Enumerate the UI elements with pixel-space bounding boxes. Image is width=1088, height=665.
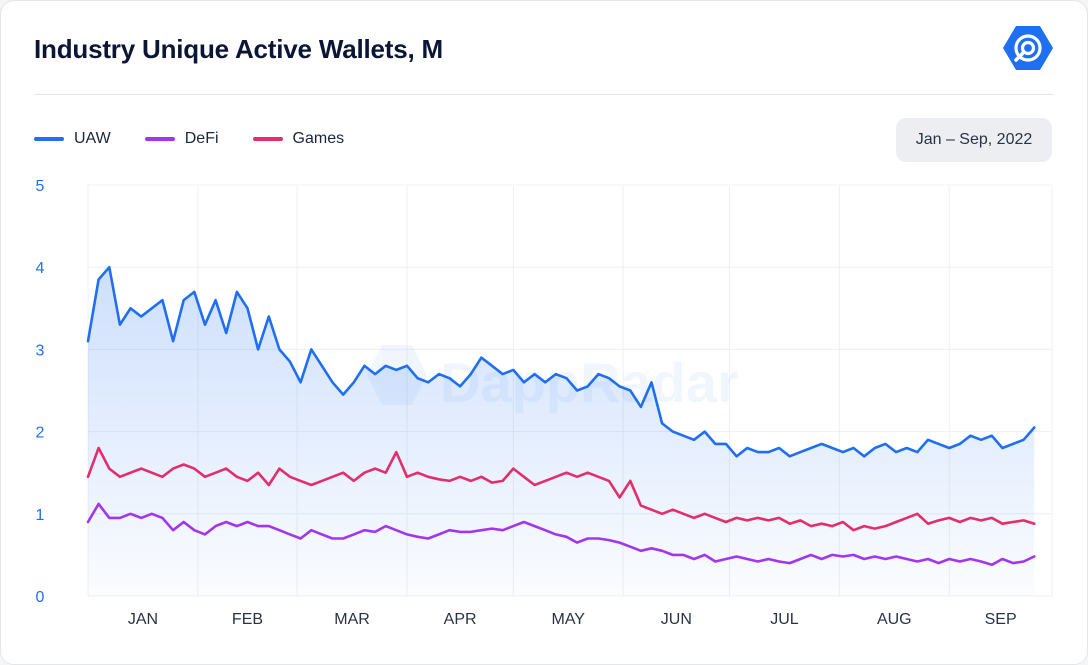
- x-tick-label: JUN: [661, 611, 692, 628]
- legend-swatch-uaw: [34, 137, 64, 141]
- legend-label-games: Games: [292, 130, 345, 147]
- legend-label-defi: DeFi: [184, 130, 219, 147]
- legend-swatch-defi: [144, 137, 175, 141]
- legend-label-uaw: UAW: [74, 130, 111, 147]
- series-line-uaw: [86, 265, 1036, 458]
- y-tick-label: 1: [36, 507, 45, 524]
- x-tick-label: FEB: [232, 611, 263, 628]
- y-tick-label: 4: [36, 260, 45, 277]
- y-tick-label: 2: [36, 425, 45, 442]
- x-tick-label: JAN: [128, 611, 158, 628]
- series-area-uaw: [88, 267, 1035, 596]
- y-tick-label: 3: [36, 342, 45, 359]
- chart-legend: UAW DeFi Games: [34, 130, 378, 148]
- series-line-defi: [86, 502, 1036, 567]
- y-tick-label: 5: [36, 178, 45, 195]
- x-tick-label: APR: [444, 611, 477, 628]
- y-tick-label: 0: [36, 589, 45, 606]
- x-tick-label: SEP: [985, 611, 1017, 628]
- period-selector-button[interactable]: Jan – Sep, 2022: [896, 118, 1052, 162]
- header-divider: [34, 94, 1054, 95]
- x-axis-ticks: JAN FEB MAR APR MAY JUN JUL AUG SEP: [128, 611, 1017, 628]
- legend-swatch-games: [252, 137, 283, 141]
- series-layer: [86, 265, 1036, 596]
- legend-item-defi[interactable]: DeFi: [144, 130, 219, 148]
- dappradar-logo-icon[interactable]: [1002, 24, 1054, 72]
- x-tick-label: MAY: [551, 611, 585, 628]
- page-title: Industry Unique Active Wallets, M: [34, 34, 443, 64]
- y-axis-ticks: 0 1 2 3 4 5: [36, 178, 45, 606]
- series-line-games: [86, 446, 1036, 532]
- x-tick-label: AUG: [877, 611, 912, 628]
- legend-item-games[interactable]: Games: [252, 130, 345, 148]
- x-tick-label: MAR: [334, 611, 370, 628]
- x-tick-label: JUL: [770, 611, 799, 628]
- legend-item-uaw[interactable]: UAW: [34, 130, 111, 148]
